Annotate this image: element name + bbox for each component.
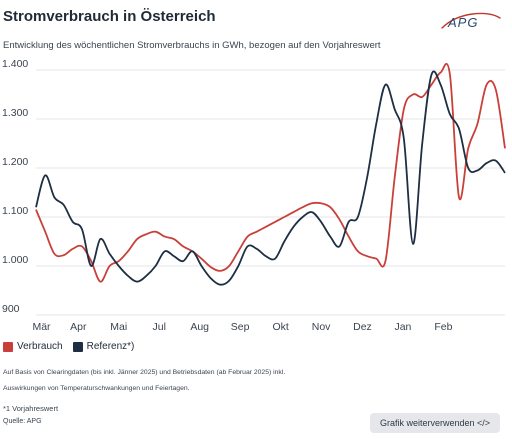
- x-tick-label: Feb: [434, 321, 452, 333]
- consumption-chart: 900 1.000 1.100 1.200 1.300 1.400 Mär Apr Mai Ju…: [2, 58, 506, 333]
- legend-item-verbrauch: Verbrauch: [3, 341, 63, 352]
- x-tick-label: Nov: [312, 321, 331, 333]
- footnote: *1 Vorjahreswert: [3, 404, 59, 413]
- chart-subtitle: Entwicklung des wöchentlichen Stromverbr…: [3, 40, 381, 51]
- x-axis-ticks: Mär Apr Mai Jul Aug Sep Okt Nov Dez Jan Feb: [32, 321, 452, 333]
- x-tick-label: Jan: [394, 321, 411, 333]
- y-tick-label: 1.400: [2, 58, 28, 70]
- note-line-1: Auf Basis von Clearingdaten (bis inkl. J…: [3, 369, 286, 376]
- x-tick-label: Mär: [32, 321, 51, 333]
- y-tick-label: 1.100: [2, 205, 28, 217]
- legend-swatch-referenz: [72, 341, 83, 352]
- legend-label-verbrauch: Verbrauch: [17, 341, 63, 352]
- legend-swatch-verbrauch: [3, 341, 13, 352]
- x-tick-label: Jul: [153, 321, 166, 333]
- chart-series: [35, 62, 506, 286]
- source-note: Quelle: APG: [3, 418, 42, 425]
- x-tick-label: Aug: [190, 321, 209, 333]
- y-tick-label: 1.000: [2, 254, 28, 266]
- series-line-referenz: [35, 70, 506, 286]
- y-tick-label: 900: [2, 303, 20, 315]
- note-line-2: Auswirkungen von Temperaturschwankungen …: [3, 385, 190, 392]
- x-tick-label: Mai: [110, 321, 127, 333]
- y-tick-label: 1.300: [2, 107, 28, 119]
- chart-grid: [36, 69, 505, 316]
- apg-logo: APG: [441, 12, 501, 30]
- reuse-chart-button[interactable]: Grafik weiterverwenden </>: [370, 413, 500, 433]
- legend-label-referenz: Referenz*): [86, 341, 135, 352]
- x-tick-label: Apr: [70, 321, 87, 333]
- page-title: Stromverbrauch in Österreich: [3, 8, 216, 25]
- x-tick-label: Sep: [231, 321, 250, 333]
- x-tick-label: Okt: [272, 321, 288, 333]
- x-tick-label: Dez: [353, 321, 372, 333]
- logo-text: APG: [447, 15, 478, 30]
- y-axis-ticks: 900 1.000 1.100 1.200 1.300 1.400: [2, 58, 28, 315]
- logo-swoosh: [441, 12, 501, 29]
- legend-item-referenz: Referenz*): [72, 341, 135, 352]
- y-tick-label: 1.200: [2, 156, 28, 168]
- chart-legend: Verbrauch Referenz*): [3, 341, 144, 352]
